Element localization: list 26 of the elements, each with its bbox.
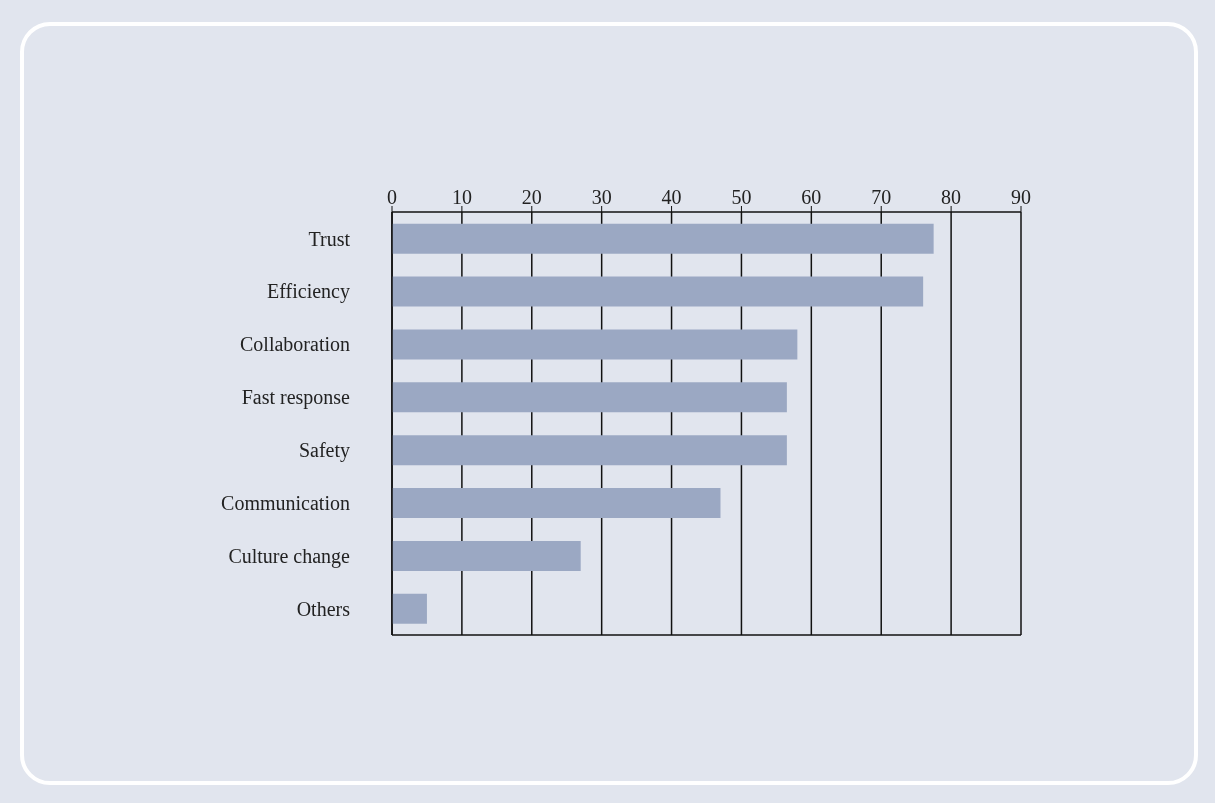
bar — [392, 488, 721, 519]
x-tick-label: 70 — [871, 186, 892, 208]
y-tick-label: Fast response — [241, 386, 351, 410]
x-tick-label: 90 — [1011, 186, 1031, 208]
y-tick-label: Trust — [308, 227, 351, 250]
y-tick-label: Collaboration — [240, 333, 350, 356]
bar — [392, 540, 581, 571]
x-tick-label: 40 — [661, 186, 682, 208]
bar — [392, 223, 934, 254]
y-tick-label: Communication — [221, 491, 350, 514]
x-tick-label: 30 — [591, 186, 612, 208]
y-tick-label: Efficiency — [267, 280, 350, 304]
y-tick-label: Others — [296, 597, 351, 620]
x-tick-label: 50 — [731, 186, 752, 208]
bar — [392, 276, 924, 307]
x-tick-label: 10 — [451, 186, 472, 208]
x-tick-label: 60 — [801, 186, 822, 208]
bar — [392, 329, 798, 360]
x-tick-label: 80 — [941, 186, 962, 208]
x-tick-label: 0 — [387, 186, 397, 208]
x-tick-label: 20 — [521, 186, 542, 208]
bar — [392, 382, 787, 413]
y-tick-label: Culture change — [228, 544, 351, 568]
bar — [392, 593, 427, 624]
bar — [392, 435, 787, 466]
y-tick-label: Safety — [298, 439, 350, 463]
